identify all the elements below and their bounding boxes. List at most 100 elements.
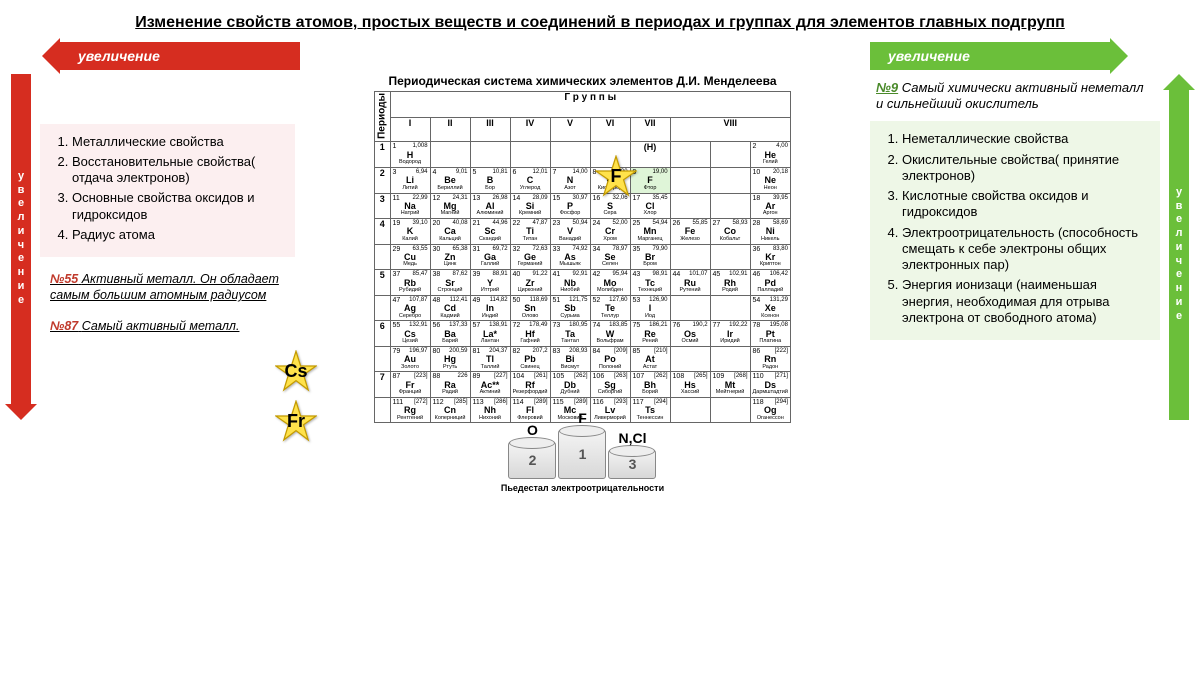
- element-cell: 72178,49HfГафний: [510, 321, 550, 347]
- element-cell: 73180,95TaТантал: [550, 321, 590, 347]
- star-cs: Cs: [275, 350, 317, 392]
- element-cell: 46106,42PdПалладий: [750, 270, 790, 296]
- podium-place-2: O2: [508, 441, 556, 479]
- element-cell: 1326,98AlАлюминий: [470, 193, 510, 219]
- element-cell: 52127,60TeТеллур: [590, 295, 630, 321]
- element-cell: 117[294]TsТеннессин: [630, 397, 670, 423]
- element-cell: 48112,41CdКадмий: [430, 295, 470, 321]
- element-cell: 56137,33BaБарий: [430, 321, 470, 347]
- electronegativity-podium: O2F1N,Cl3 Пьедестал электроотрицательнос…: [501, 429, 664, 493]
- list-item: Электроотрицательность (способность смещ…: [902, 225, 1148, 274]
- right-properties-box: Неметаллические свойства Окислительные св…: [870, 121, 1160, 340]
- top-arrow-left: увеличение: [60, 42, 300, 70]
- element-cell: 3785,47RbРубидий: [390, 270, 430, 296]
- element-cell: 50118,69SnОлово: [510, 295, 550, 321]
- element-cell: [670, 142, 710, 168]
- element-cell: 88226RaРадий: [430, 372, 470, 398]
- element-cell: 3272,63GeГерманий: [510, 244, 550, 270]
- element-cell: 2247,87TiТитан: [510, 219, 550, 245]
- element-cell: [710, 295, 750, 321]
- element-cell: [670, 244, 710, 270]
- element-cell: 57138,91La*Лантан: [470, 321, 510, 347]
- element-cell: 76190,2OsОсмий: [670, 321, 710, 347]
- element-cell: 4398,91TcТехнеций: [630, 270, 670, 296]
- top-arrow-right-label: увеличение: [888, 48, 970, 64]
- element-cell: 44101,07RuРутений: [670, 270, 710, 296]
- star-f: F: [595, 155, 637, 197]
- element-cell: 1020,18NeНеон: [750, 168, 790, 194]
- element-cell: 106[263]SgСиборгий: [590, 372, 630, 398]
- podium-place-3: N,Cl3: [608, 449, 656, 479]
- vertical-arrow-right: увеличение: [1166, 74, 1192, 420]
- element-cell: 1122,99NaНатрий: [390, 193, 430, 219]
- element-cell: [710, 193, 750, 219]
- top-arrow-left-label: увеличение: [78, 48, 160, 64]
- element-cell: 714,00NАзот: [550, 168, 590, 194]
- element-cell: 49114,82InИндий: [470, 295, 510, 321]
- element-cell: 36,94LiЛитий: [390, 168, 430, 194]
- element-cell: [670, 295, 710, 321]
- element-cell: 45102,91RhРодий: [710, 270, 750, 296]
- vertical-arrow-right-head: [1163, 74, 1195, 90]
- element-cell: [550, 142, 590, 168]
- element-cell: 104[261]RfРезерфордий: [510, 372, 550, 398]
- page-title: Изменение свойств атомов, простых вещест…: [0, 0, 1200, 42]
- element-cell: 2858,69NiНикель: [750, 219, 790, 245]
- element-cell: [670, 193, 710, 219]
- element-cell: [670, 168, 710, 194]
- element-cell: 81204,37TlТаллий: [470, 346, 510, 372]
- element-cell: 105[262]DbДубний: [550, 372, 590, 398]
- element-cell: 77192,22IrИридий: [710, 321, 750, 347]
- podium-label: Пьедестал электроотрицательности: [501, 483, 664, 493]
- main-layout: увеличение Металлические свойстваВосстан…: [0, 70, 1200, 494]
- element-cell: [710, 142, 750, 168]
- element-cell: 107[262]BhБорий: [630, 372, 670, 398]
- list-item: Окислительные свойства( принятие электро…: [902, 152, 1148, 185]
- list-item: Неметаллические свойства: [902, 131, 1148, 147]
- element-cell: 3065,38ZnЦинк: [430, 244, 470, 270]
- element-cell: 11,008HВодород: [390, 142, 430, 168]
- element-cell: 75186,21ReРений: [630, 321, 670, 347]
- element-cell: [470, 142, 510, 168]
- element-cell: 612,01CУглерод: [510, 168, 550, 194]
- element-cell: [710, 397, 750, 423]
- element-cell: [510, 142, 550, 168]
- element-cell: 4091,22ZrЦирконий: [510, 270, 550, 296]
- element-cell: 110[271]DsДармштадтий: [750, 372, 790, 398]
- element-cell: 86[222]RnРадон: [750, 346, 790, 372]
- element-cell: 510,81BБор: [470, 168, 510, 194]
- list-item: Металлические свойства: [72, 134, 283, 150]
- element-cell: 49,01BeБериллий: [430, 168, 470, 194]
- right-column: №9 Самый химически активный неметалл и с…: [870, 74, 1160, 341]
- note-9-num: №9: [876, 80, 898, 95]
- vertical-arrow-right-bar: увеличение: [1169, 90, 1189, 420]
- element-cell: 80200,59HgРтуть: [430, 346, 470, 372]
- element-cell: 118[294]OgОганессон: [750, 397, 790, 423]
- element-cell: 112[285]CnКоперниций: [430, 397, 470, 423]
- element-cell: 3374,92AsМышьяк: [550, 244, 590, 270]
- element-cell: 53126,90IИод: [630, 295, 670, 321]
- element-cell: 108[265]HsХассий: [670, 372, 710, 398]
- element-cell: 3169,72GaГаллий: [470, 244, 510, 270]
- vertical-arrow-left: увеличение: [8, 74, 34, 420]
- left-column: Металлические свойстваВосстановительные …: [40, 74, 295, 334]
- element-cell: 2963,55CuМедь: [390, 244, 430, 270]
- element-cell: 1839,95ArАргон: [750, 193, 790, 219]
- element-cell: 4295,94MoМолибден: [590, 270, 630, 296]
- element-cell: 87[223]FrФранций: [390, 372, 430, 398]
- periodic-table-title: Периодическая система химических элемент…: [389, 74, 777, 88]
- element-cell: 89[227]Ac**Актиний: [470, 372, 510, 398]
- top-arrows-row: увеличение увеличение: [0, 42, 1200, 70]
- element-cell: 83208,93BiВисмут: [550, 346, 590, 372]
- element-cell: 109[268]MtМейтнерий: [710, 372, 750, 398]
- element-cell: 3988,91YИттрий: [470, 270, 510, 296]
- element-cell: 47107,87AgСеребро: [390, 295, 430, 321]
- element-cell: 1224,31MgМагний: [430, 193, 470, 219]
- element-cell: 1530,97PФосфор: [550, 193, 590, 219]
- note-55-text: Активный металл. Он обладает самым больш…: [50, 272, 279, 302]
- podium-place-1: F1: [558, 429, 606, 479]
- periodic-table: ПериодыГ р у п п ыIIIIIIIVVVIVIIVIII111,…: [374, 91, 791, 424]
- list-item: Основные свойства оксидов и гидроксидов: [72, 190, 283, 223]
- element-cell: 78195,08PtПлатина: [750, 321, 790, 347]
- element-cell: [710, 244, 750, 270]
